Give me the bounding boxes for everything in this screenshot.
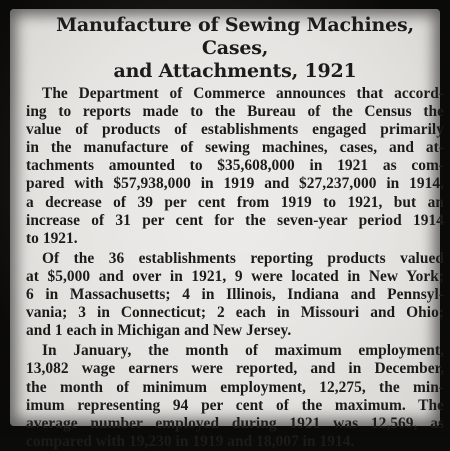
- text-line: a decrease of 39 per cent from 1919 to 1…: [26, 193, 444, 211]
- text-line: 13,082 wage earners were reported, and i…: [26, 360, 444, 378]
- text-line: 6 in Massachusetts; 4 in Illinois, India…: [26, 286, 444, 304]
- text-line: imum representing 94 per cent of the max…: [26, 396, 444, 414]
- paragraph-employment: In January, the month of maximum employm…: [26, 342, 444, 451]
- article: Manufacture of Sewing Machines, Cases, a…: [26, 14, 444, 451]
- text-line: tachments amounted to $35,608,000 in 192…: [26, 157, 444, 175]
- text-line: in the manufacture of sewing machines, c…: [26, 139, 444, 157]
- text-line: value of products of establishments enga…: [26, 121, 444, 139]
- text-line: pared with $57,938,000 in 1919 and $27,2…: [26, 175, 444, 193]
- text-line: ing to reports made to the Bureau of the…: [26, 103, 444, 121]
- text-line: the month of minimum employment, 12,275,…: [26, 378, 444, 396]
- article-title-line: and Attachments, 1921: [113, 60, 357, 82]
- text-line: to 1921.: [26, 229, 78, 247]
- paragraph-value-of-products: The Department of Commerce announces tha…: [26, 85, 444, 248]
- text-line: and 1 each in Michigan and New Jersey.: [26, 322, 292, 340]
- paper-speck: [170, 420, 173, 423]
- article-title-line: Manufacture of Sewing Machines, Cases,: [56, 14, 414, 59]
- paper-clipping: Manufacture of Sewing Machines, Cases, a…: [10, 9, 444, 450]
- text-line: increase of 31 per cent for the seven-ye…: [26, 211, 444, 229]
- text-line: In January, the month of maximum employm…: [42, 342, 444, 360]
- paragraph-establishments: Of the 36 establishments reporting produ…: [26, 250, 444, 340]
- text-line: average number employed during 1921 was …: [26, 414, 444, 432]
- text-line: vania; 3 in Connecticut; 2 each in Misso…: [26, 304, 444, 322]
- text-line: Of the 36 establishments reporting produ…: [42, 249, 444, 267]
- text-line: compared with 19,230 in 1919 and 18,007 …: [26, 432, 355, 450]
- text-line: at $5,000 and over in 1921, 9 were locat…: [26, 267, 444, 285]
- article-title: Manufacture of Sewing Machines, Cases, a…: [26, 14, 444, 83]
- text-line: The Department of Commerce announces tha…: [42, 85, 444, 102]
